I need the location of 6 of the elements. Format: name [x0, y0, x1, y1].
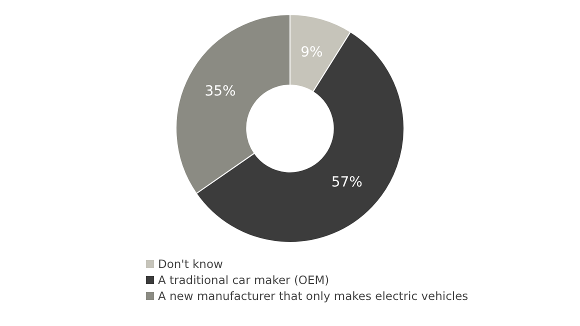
data-label: 9% [300, 44, 323, 61]
legend-label: A new manufacturer that only makes electric vehicles [158, 288, 468, 304]
data-label: 35% [204, 84, 236, 100]
data-label: 57% [331, 174, 362, 190]
legend-label: Don't know [158, 256, 223, 272]
legend-label: A traditional car maker (OEM) [158, 272, 330, 288]
